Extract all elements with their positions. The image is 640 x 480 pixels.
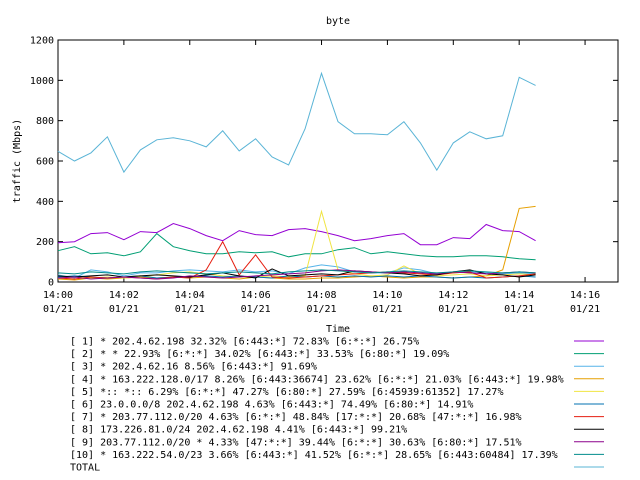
series-line (57, 209, 536, 279)
legend-label: [10] * 163.222.54.0/23 3.66% [6:443:*] 4… (70, 450, 558, 461)
x-tick-date-label: 01/21 (43, 304, 73, 315)
legend-label: [ 4] * 163.222.128.0/17 8.26% [6:443:366… (70, 374, 564, 385)
legend: [ 1] * 202.4.62.198 32.32% [6:443:*] 72.… (70, 337, 604, 474)
y-tick-label: 800 (36, 116, 54, 127)
legend-label: [ 9] 203.77.112.0/20 * 4.33% [47:*:*] 39… (70, 437, 522, 448)
y-tick-label: 400 (36, 197, 54, 208)
series-line (57, 232, 536, 261)
x-tick-time-label: 14:06 (241, 290, 271, 301)
x-tick-time-label: 14:02 (109, 290, 139, 301)
x-tick-time-label: 14:00 (43, 290, 73, 301)
y-tick-label: 1000 (30, 76, 54, 87)
legend-label: [ 5] *:: *:: 6.29% [6:*:*] 47.27% [6:80:… (70, 387, 503, 398)
x-tick-time-label: 14:12 (438, 290, 468, 301)
plot-frame (57, 39, 619, 283)
y-axis-label: traffic (Mbps) (12, 119, 23, 203)
x-tick-date-label: 01/21 (438, 304, 468, 315)
series-line (57, 222, 536, 246)
x-tick-date-label: 01/21 (372, 304, 402, 315)
x-tick-date-label: 01/21 (109, 304, 139, 315)
series-line (57, 269, 536, 275)
x-tick-date-label: 01/21 (175, 304, 205, 315)
series-line (57, 71, 536, 174)
x-tick-date-label: 01/21 (504, 304, 534, 315)
x-tick-time-label: 14:08 (306, 290, 336, 301)
x-tick-date-label: 01/21 (241, 304, 271, 315)
x-tick-time-label: 14:14 (504, 290, 534, 301)
y-tick-label: 600 (36, 157, 54, 168)
x-tick-time-label: 14:16 (570, 290, 600, 301)
x-tick-time-label: 14:04 (175, 290, 205, 301)
y-tick-label: 0 (48, 278, 54, 289)
y-tick-label: 200 (36, 237, 54, 248)
legend-label: [ 8] 173.226.81.0/24 202.4.62.198 4.41% … (70, 425, 407, 436)
axis-ticks: 0 200 400 600 800 1000 1200 14:00 01/21 14:02 01/2… (30, 36, 618, 315)
legend-label: TOTAL (70, 463, 100, 474)
series-lines (57, 71, 536, 281)
x-tick-date-label: 01/21 (570, 304, 600, 315)
x-axis-label: Time (326, 324, 350, 335)
y-tick-label: 1200 (30, 36, 54, 47)
legend-label: [ 6] 23.0.0.0/8 202.4.62.198 4.63% [6:44… (70, 400, 473, 411)
legend-label: [ 2] * * 22.93% [6:*:*] 34.02% [6:443:*]… (70, 349, 449, 360)
x-tick-time-label: 14:10 (372, 290, 402, 301)
series-line (57, 205, 536, 281)
legend-label: [ 1] * 202.4.62.198 32.32% [6:443:*] 72.… (70, 337, 419, 348)
legend-label: [ 7] * 203.77.112.0/20 4.63% [6:*:*] 48.… (70, 412, 522, 423)
chart-title: byte (326, 16, 350, 27)
legend-label: [ 3] * 202.4.62.16 8.56% [6:443:*] 91.69… (70, 362, 317, 373)
x-tick-date-label: 01/21 (306, 304, 336, 315)
